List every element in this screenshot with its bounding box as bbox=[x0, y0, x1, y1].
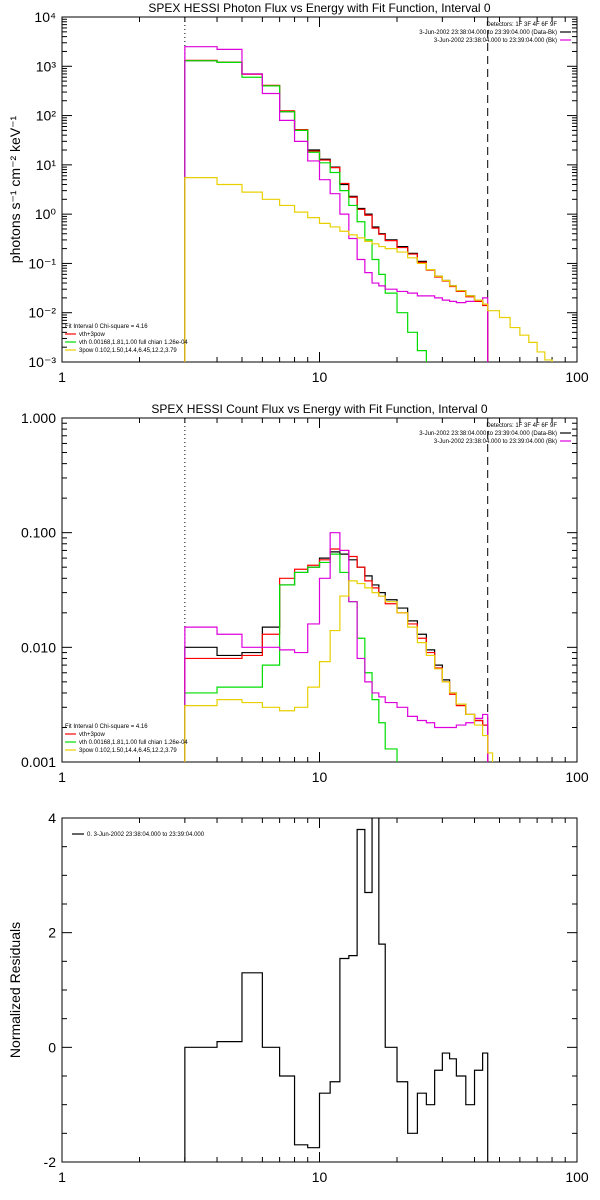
y-tick-label: -2 bbox=[44, 1154, 57, 1170]
series-line-5 bbox=[184, 580, 494, 762]
x-tick-label: 100 bbox=[565, 1169, 589, 1185]
y-tick-label: 10⁻³ bbox=[28, 354, 56, 370]
chart-panel-1: 1 10 100 10⁻³ 10⁻² 10⁻¹ 10⁰ 10¹ 10² 10³ 10⁴ SPEX HE… bbox=[7, 1, 589, 385]
x-tick-label: 10 bbox=[312, 1169, 328, 1185]
y-tick-label: 10⁴ bbox=[34, 9, 56, 25]
y-tick-label: 10¹ bbox=[36, 157, 57, 173]
y-tick-label: 4 bbox=[48, 810, 56, 826]
header-text-line: 3-Jun-2002 23:38:04.000 to 23:39:04.000 … bbox=[434, 439, 557, 445]
x-tick-label: 10 bbox=[312, 769, 328, 785]
chart-panel-2: 1 10 100 0.001 0.010 0.100 1.000 SPEX HESSI Cou… bbox=[21, 402, 589, 785]
x-tick-label: 100 bbox=[565, 369, 589, 385]
fit-legend-line: vth 0.00168,1.81,1.00 full chian 1.26e-0… bbox=[79, 340, 188, 346]
x-tick-label: 1 bbox=[58, 369, 66, 385]
fit-legend-line: 3pow 0.102,1.50,14.4,6.45,12.2,3.79 bbox=[79, 348, 177, 354]
y-tick-label: 10³ bbox=[36, 58, 57, 74]
series-line-4 bbox=[184, 46, 489, 362]
y-axis-label: Normalized Residuals bbox=[7, 922, 23, 1058]
y-tick-label: 0.100 bbox=[21, 525, 56, 541]
series-line-4 bbox=[184, 532, 489, 762]
fit-legend-line: vth+3pow bbox=[79, 732, 106, 738]
x-tick-label: 1 bbox=[58, 769, 66, 785]
header-text-line: Detectors: 1F 3F 4F 6F 9F bbox=[486, 22, 557, 28]
header-text-line: 3-Jun-2002 23:38:04.000 to 23:39:04.000 … bbox=[419, 30, 557, 36]
series-line-1 bbox=[184, 818, 489, 1162]
header-text-line: 3-Jun-2002 23:38:04.000 to 23:39:04.000 … bbox=[434, 38, 557, 44]
fit-legend-line: Fit Interval 0 Chi-square = 4.16 bbox=[65, 724, 148, 730]
y-tick-label: 10⁻² bbox=[28, 305, 56, 321]
y-tick-label: 10⁰ bbox=[35, 206, 57, 222]
data-area bbox=[184, 532, 494, 762]
y-tick-label: 0.010 bbox=[21, 639, 56, 655]
chart-title: SPEX HESSI Photon Flux vs Energy with Fi… bbox=[148, 1, 490, 15]
fit-legend-line: Fit Interval 0 Chi-square = 4.16 bbox=[65, 324, 148, 330]
y-tick-label: 10⁻¹ bbox=[28, 255, 56, 271]
series-line-5 bbox=[184, 177, 553, 362]
data-area bbox=[184, 46, 553, 362]
fit-legend-line: vth 0.00168,1.81,1.00 full chian 1.26e-0… bbox=[79, 740, 188, 746]
series-line-1 bbox=[184, 551, 489, 762]
header-text-line: 3-Jun-2002 23:38:04.000 to 23:39:04.000 … bbox=[419, 431, 557, 437]
chart-panel-3: 1 10 100 -2 0 2 4 Normalized Residuals 0. 3-Jun-… bbox=[7, 810, 589, 1185]
series-line-2 bbox=[184, 59, 489, 362]
y-tick-label: 10² bbox=[36, 108, 57, 124]
series-line-3 bbox=[184, 60, 427, 362]
x-tick-label: 10 bbox=[312, 369, 328, 385]
fit-legend-line: 3pow 0.102,1.50,14.4,6.45,12.2,3.79 bbox=[79, 748, 177, 754]
chart-title: SPEX HESSI Count Flux vs Energy with Fit… bbox=[151, 402, 487, 416]
fit-legend-line: vth+3pow bbox=[79, 332, 106, 338]
data-area bbox=[184, 818, 489, 1162]
legend-entry: 0. 3-Jun-2002 23:38:04.000 to 23:39:04.0… bbox=[87, 832, 205, 838]
series-line-1 bbox=[184, 60, 489, 362]
y-axis-label: photons s⁻¹ cm⁻² keV⁻¹ bbox=[7, 115, 23, 263]
y-tick-label: 1.000 bbox=[21, 410, 56, 426]
y-tick-label: 0.001 bbox=[21, 754, 56, 770]
y-tick-label: 2 bbox=[48, 925, 56, 941]
x-tick-label: 100 bbox=[565, 769, 589, 785]
x-tick-label: 1 bbox=[58, 1169, 66, 1185]
header-text-line: Detectors: 1F 3F 4F 6F 9F bbox=[486, 423, 557, 429]
y-tick-label: 0 bbox=[48, 1039, 56, 1055]
